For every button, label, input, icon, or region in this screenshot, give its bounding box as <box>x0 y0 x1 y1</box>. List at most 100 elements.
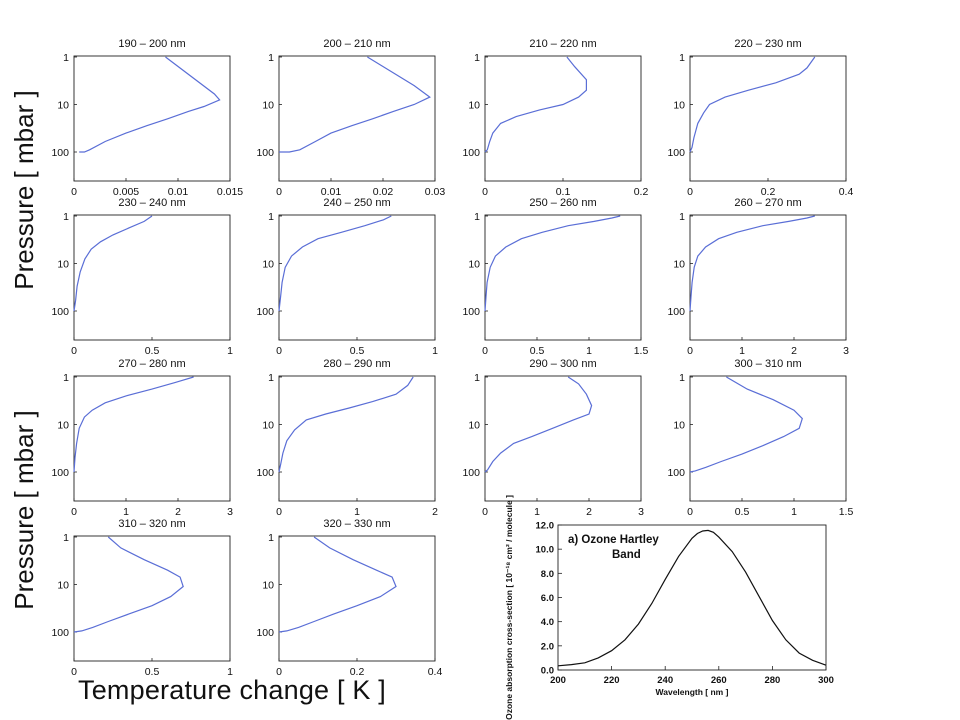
inset-annotation-line2: Band <box>612 549 641 561</box>
y-tick-label: 100 <box>462 147 480 159</box>
temperature-profile-line <box>689 215 815 312</box>
temperature-profile-line <box>73 215 153 312</box>
x-tick-label: 2 <box>175 506 181 518</box>
panel-title: 260 – 270 nm <box>734 197 801 209</box>
y-tick-label: 10 <box>262 420 274 432</box>
y-tick-label: 100 <box>51 306 69 318</box>
panel-frame <box>73 375 231 502</box>
y-tick-label: 1 <box>474 372 480 384</box>
y-tick-label: 1 <box>679 52 685 64</box>
panel-frame <box>689 375 847 502</box>
panel-8: 260 – 270 nm 1 10 100 0 1 2 3 <box>667 197 849 357</box>
panel-frame <box>484 55 642 182</box>
y-tick-label: 100 <box>462 467 480 479</box>
y-tick-label: 1 <box>679 211 685 223</box>
y-tick-label: 100 <box>51 627 69 639</box>
x-tick-label: 0 <box>71 186 77 198</box>
temperature-profile-line <box>689 56 816 153</box>
y-tick-label: 100 <box>462 306 480 318</box>
panel-7: 250 – 260 nm 1 10 100 0 0.5 1 1.5 <box>462 197 648 357</box>
x-tick-label: 0 <box>276 506 282 518</box>
x-tick-label: 0 <box>482 186 488 198</box>
inset-x-tick-label: 200 <box>550 675 566 686</box>
y-tick-label: 100 <box>51 467 69 479</box>
x-tick-label: 0 <box>687 506 693 518</box>
y-tick-label: 10 <box>468 100 480 112</box>
panel-frame <box>278 375 436 502</box>
x-tick-label: 0.5 <box>530 345 545 357</box>
x-tick-label: 1 <box>227 345 233 357</box>
x-tick-label: 1 <box>354 506 360 518</box>
y-tick-label: 10 <box>57 420 69 432</box>
y-tick-label: 10 <box>468 259 480 271</box>
x-tick-label: 0.2 <box>350 666 365 678</box>
panel-frame <box>484 375 642 502</box>
x-tick-label: 0.1 <box>556 186 571 198</box>
x-tick-label: 1 <box>534 506 540 518</box>
x-tick-label: 0.02 <box>373 186 394 198</box>
y-tick-label: 100 <box>667 467 685 479</box>
x-tick-label: 2 <box>791 345 797 357</box>
inset-x-tick-label: 260 <box>711 675 727 686</box>
panel-frame <box>73 535 231 662</box>
x-tick-label: 1 <box>739 345 745 357</box>
y-tick-label: 100 <box>667 306 685 318</box>
panel-5: 230 – 240 nm 1 10 100 0 0.5 1 <box>51 197 233 357</box>
panel-3: 210 – 220 nm 1 10 100 0 0.1 0.2 <box>462 38 648 198</box>
y-tick-label: 10 <box>262 580 274 592</box>
y-tick-label: 1 <box>268 372 274 384</box>
panel-title: 300 – 310 nm <box>734 358 801 370</box>
x-tick-label: 0 <box>276 666 282 678</box>
temperature-profile-line <box>279 56 431 153</box>
inset-annotation-line1: a) Ozone Hartley <box>568 534 659 546</box>
panel-title: 310 – 320 nm <box>118 518 185 530</box>
x-tick-label: 0 <box>276 345 282 357</box>
y-tick-label: 10 <box>673 100 685 112</box>
panel-title: 270 – 280 nm <box>118 358 185 370</box>
panel-6: 240 – 250 nm 1 10 100 0 0.5 1 <box>256 197 438 357</box>
panel-title: 240 – 250 nm <box>323 197 390 209</box>
y-tick-label: 100 <box>667 147 685 159</box>
y-tick-label: 100 <box>256 147 274 159</box>
x-tick-label: 3 <box>638 506 644 518</box>
inset-y-tick-label: 2.0 <box>541 641 554 652</box>
inset-y-tick-label: 0.0 <box>541 666 554 677</box>
y-tick-label: 1 <box>268 52 274 64</box>
panel-12: 300 – 310 nm 1 10 100 0 0.5 1 1.5 <box>667 358 853 518</box>
panel-9: 270 – 280 nm 1 10 100 0 1 2 3 <box>51 358 233 518</box>
x-tick-label: 0 <box>482 345 488 357</box>
panel-2: 200 – 210 nm 1 10 100 0 0.01 0.02 0.03 <box>256 38 445 198</box>
x-tick-label: 0.5 <box>145 345 160 357</box>
y-tick-label: 1 <box>63 372 69 384</box>
x-tick-label: 0 <box>687 345 693 357</box>
panel-11: 290 – 300 nm 1 10 100 0 1 2 3 <box>462 358 644 518</box>
panel-frame <box>73 214 231 341</box>
inset-x-axis-label: Wavelength [ nm ] <box>656 687 729 697</box>
panel-frame <box>278 55 436 182</box>
x-tick-label: 0.2 <box>634 186 649 198</box>
panel-13: 310 – 320 nm 1 10 100 0 0.5 1 <box>51 518 233 678</box>
temperature-profile-line <box>484 56 587 153</box>
y-tick-label: 10 <box>262 259 274 271</box>
inset-y-tick-label: 8.0 <box>541 569 554 580</box>
x-tick-label: 1 <box>791 506 797 518</box>
y-tick-label: 10 <box>673 259 685 271</box>
temperature-profile-line <box>73 376 194 473</box>
y-tick-label: 1 <box>268 532 274 544</box>
inset-y-tick-label: 4.0 <box>541 617 554 628</box>
y-tick-label: 10 <box>57 100 69 112</box>
x-tick-label: 0.2 <box>761 186 776 198</box>
x-tick-label: 2 <box>432 506 438 518</box>
x-axis-title: Temperature change [ K ] <box>78 675 386 705</box>
panel-frame <box>278 214 436 341</box>
y-tick-label: 100 <box>256 627 274 639</box>
y-axis-title-bottom: Pressure [ mbar ] <box>9 410 39 609</box>
x-tick-label: 1.5 <box>634 345 649 357</box>
x-tick-label: 0.5 <box>145 666 160 678</box>
panel-title: 230 – 240 nm <box>118 197 185 209</box>
panel-frame <box>689 214 847 341</box>
y-tick-label: 1 <box>63 532 69 544</box>
panel-10: 280 – 290 nm 1 10 100 0 1 2 <box>256 358 438 518</box>
x-tick-label: 0 <box>687 186 693 198</box>
y-tick-label: 10 <box>57 259 69 271</box>
